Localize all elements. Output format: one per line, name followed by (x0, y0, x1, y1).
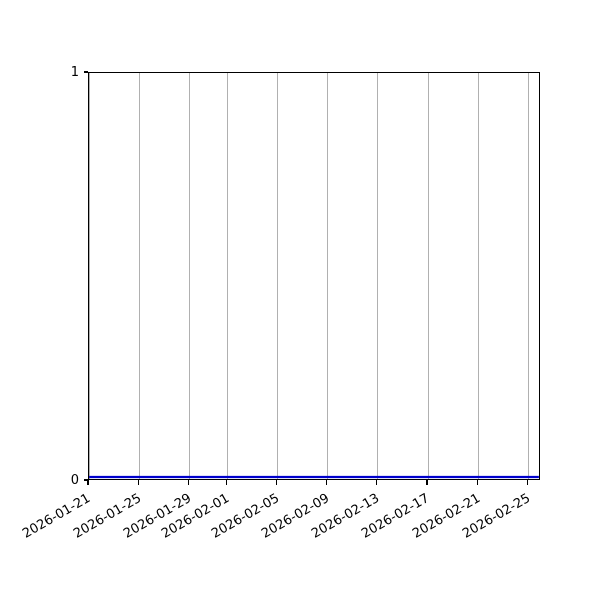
x-tick-5 (325, 480, 328, 485)
y-tick-1 (83, 71, 88, 73)
x-tick-8 (476, 480, 478, 485)
y-tick-0 (83, 479, 88, 481)
x-tick-0 (87, 480, 89, 485)
x-gridline-7 (427, 73, 429, 479)
x-tick-7 (426, 480, 428, 485)
y-tick-label-1: 1 (70, 64, 79, 80)
x-tick-6 (376, 480, 378, 485)
x-gridline-2 (188, 73, 190, 479)
y-tick-label-0: 0 (70, 472, 79, 488)
x-tick-2 (187, 480, 190, 485)
x-tick-4 (275, 480, 277, 485)
x-gridline-8 (477, 73, 479, 479)
x-gridline-0 (88, 73, 90, 479)
x-gridline-5 (327, 73, 329, 479)
x-gridline-4 (276, 73, 278, 479)
data-line-layer (89, 475, 539, 479)
x-tick-9 (526, 480, 529, 485)
x-gridline-6 (377, 73, 379, 479)
plot-area (88, 72, 540, 480)
x-gridline-1 (138, 73, 140, 479)
x-gridline-9 (527, 73, 529, 479)
x-tick-3 (225, 480, 227, 485)
x-gridline-3 (226, 73, 228, 479)
x-tick-1 (137, 480, 139, 485)
